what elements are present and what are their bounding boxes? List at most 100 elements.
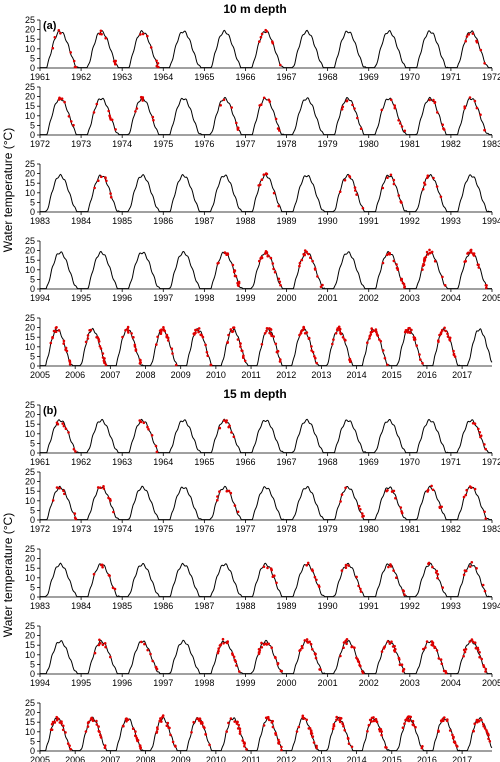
observed-point [386,363,389,367]
observed-point [361,206,365,210]
x-tick-label: 2010 [206,370,226,380]
y-tick-label: 20 [25,477,35,487]
observed-point [479,434,483,438]
observed-point [298,264,301,268]
x-tick-label: 1994 [30,678,50,688]
observed-point [483,589,487,593]
y-tick-label: 15 [25,332,35,342]
observed-point [112,510,115,514]
observed-point [319,285,323,289]
observed-point [275,581,278,585]
observed-point [234,660,237,663]
observed-point [440,662,444,666]
observed-point [264,250,268,253]
observed-point [463,650,467,654]
x-tick-label: 1964 [153,72,173,82]
observed-point [67,115,71,118]
y-tick-label: 10 [25,188,35,198]
x-tick-label: 2009 [171,755,191,762]
x-tick-label: 2014 [347,370,367,380]
observed-point [234,274,238,278]
observed-point [471,32,475,35]
x-tick-label: 1988 [235,216,255,226]
observed-point [174,363,178,367]
y-tick-label: 0 [30,746,35,756]
observed-point [387,252,391,255]
observed-point [463,569,467,572]
observed-point [298,333,301,337]
model-line [40,250,492,290]
observed-point [477,266,481,269]
observed-point [468,96,472,99]
observed-point [406,331,410,334]
observed-point [400,663,404,666]
observed-point [269,328,273,331]
observed-point [389,563,392,566]
x-tick-label: 1981 [400,139,420,149]
observed-point [392,259,396,263]
x-tick-label: 2001 [318,293,338,303]
observed-point [95,723,99,726]
observed-point [439,195,443,199]
observed-point [51,335,54,339]
observed-point [456,745,459,748]
x-tick-label: 2016 [417,370,437,380]
x-tick-label: 1994 [30,293,50,303]
observed-point [443,284,447,287]
observed-point [425,250,429,254]
observed-point [266,566,269,570]
observed-point [334,332,338,335]
observed-point [260,178,264,181]
observed-point [473,722,477,725]
observed-point [230,106,233,109]
x-tick-label: 2009 [171,370,191,380]
observed-point [403,593,406,596]
observed-point [368,337,371,340]
observed-point [222,419,226,422]
observed-point [124,717,128,721]
observed-point [483,62,486,65]
x-tick-label: 1986 [153,216,173,226]
observed-point [443,716,446,719]
x-tick-label: 1978 [277,524,297,534]
observed-point [276,127,280,130]
observed-point [397,656,401,660]
observed-point [67,431,70,434]
x-tick-label: 1995 [71,293,91,303]
observed-point [299,332,303,335]
observed-point [193,333,196,336]
observed-point [303,253,306,256]
observed-point [475,106,479,110]
observed-point [50,722,54,726]
observed-point [314,356,317,360]
observed-point [68,744,71,747]
observed-point [225,419,228,422]
observed-point [232,435,236,439]
observed-point [61,728,65,732]
x-tick-label: 2004 [441,293,461,303]
observed-point [311,259,314,263]
y-tick-label: 10 [25,429,35,439]
observed-point [375,331,378,334]
observed-point [478,431,482,434]
observed-point [102,487,106,490]
observed-point [408,331,412,335]
observed-point [357,584,360,588]
observed-point [370,327,374,330]
observed-point [483,510,486,514]
observed-point [231,330,234,334]
observed-point [98,32,102,36]
x-tick-label: 1969 [359,72,379,82]
model-line [40,716,493,752]
observed-point [370,330,374,334]
observed-point [235,121,238,125]
observed-point [52,329,56,333]
observed-point [58,486,61,490]
observed-point [359,127,363,130]
observed-point [239,345,242,348]
x-tick-label: 2002 [359,678,379,688]
